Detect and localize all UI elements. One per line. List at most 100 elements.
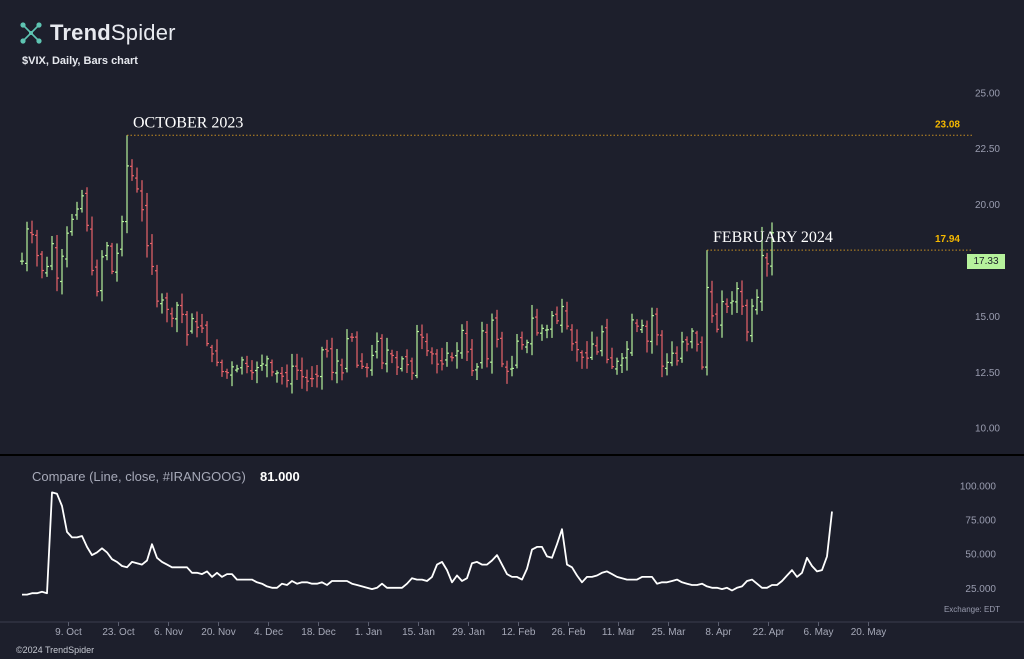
symbol-title: $VIX, Daily, Bars chart [22,55,138,67]
network-logo-icon [20,22,42,44]
logo-text-light: Spider [110,20,176,45]
ohlc-bar [555,306,559,325]
ohlc-bar [595,336,599,355]
indicator-value: 81.000 [260,469,300,484]
ohlc-bar [210,344,214,363]
ohlc-bar [520,331,524,350]
ohlc-bar [700,336,704,370]
ohlc-bar [215,339,219,367]
ohlc-bar [480,321,484,369]
ohlc-bar [470,339,474,376]
ohlc-bar [680,331,684,363]
ohlc-bar [125,135,129,234]
ohlc-bar [40,251,44,279]
ohlc-bar [405,349,409,374]
ohlc-bar [190,313,194,334]
ohlc-bar [505,360,509,384]
ohlc-bar [565,301,569,330]
ohlc-bar [230,361,234,387]
ohlc-bar [170,307,174,328]
ohlc-bar [100,250,104,302]
ohlc-bar [45,256,49,277]
ohlc-bar [135,167,139,193]
ohlc-bar [285,364,289,388]
ohlc-bar [450,352,454,362]
ohlc-bar [725,298,729,314]
indicator-tick-label: 50.000 [965,550,996,561]
ohlc-bar [30,220,34,244]
ohlc-bar [225,368,229,379]
ohlc-bar [550,311,554,338]
ohlc-bar [60,248,64,295]
ohlc-bar [85,187,89,232]
ohlc-bar [305,369,309,392]
y-tick-label: 25.00 [975,88,1000,99]
ohlc-bar [425,333,429,357]
ohlc-bar [745,299,749,342]
ohlc-bar [580,350,584,369]
ohlc-bar [620,353,624,374]
annotation-label: FEBRUARY 2024 [713,229,833,246]
ohlc-bar [220,359,224,377]
ohlc-bar [625,341,629,371]
ohlc-bar [705,250,709,376]
indicator-tick-label: 75.000 [965,516,996,527]
ohlc-bar [340,358,344,381]
ohlc-bar [500,331,504,368]
ohlc-bar [120,215,124,257]
x-tick-label: 25. Mar [652,627,687,638]
ohlc-bar [760,226,764,311]
ohlc-bars [20,135,774,394]
ohlc-bar [435,349,439,374]
x-tick-label: 23. Oct [102,627,134,638]
ohlc-bar [375,332,379,359]
ohlc-bar [250,360,254,380]
ohlc-bar [150,234,154,275]
ohlc-bar [575,329,579,362]
ohlc-bar [645,320,649,353]
ohlc-bar [295,353,299,381]
ohlc-bar [175,301,179,333]
ohlc-bar [385,337,389,373]
ohlc-bar [335,348,339,384]
ohlc-bar [180,293,184,324]
ohlc-bar [260,354,264,371]
x-tick-label: 29. Jan [452,627,485,638]
ohlc-bar [290,353,294,394]
x-tick-label: 8. Apr [705,627,732,638]
ohlc-bar [275,370,279,383]
ohlc-bar [755,289,759,315]
ohlc-bar [410,357,414,380]
ohlc-bar [160,293,164,314]
ohlc-bar [400,356,404,372]
ohlc-bar [330,337,334,381]
ohlc-bar [600,325,604,357]
ohlc-bar [615,357,619,375]
indicator-tick-label: 25.000 [965,584,996,595]
exchange-label: Exchange: EDT [943,605,1000,614]
ohlc-bar [655,307,659,346]
ohlc-bar [650,307,654,354]
ohlc-bar [50,236,54,271]
ohlc-bar [535,308,539,336]
indicator-line [22,491,833,596]
last-price-tag: 17.33 [967,254,1005,269]
ohlc-bar [660,330,664,378]
ohlc-bar [200,313,204,333]
ohlc-bar [530,304,534,356]
ohlc-bar [90,216,94,276]
ohlc-bar [345,329,349,373]
ohlc-bar [455,342,459,369]
ohlc-bar [665,353,669,376]
ohlc-bar [235,364,239,373]
ohlc-bar [110,242,114,275]
ohlc-bar [240,356,244,375]
ohlc-bar [370,344,374,376]
ohlc-bar [560,298,564,333]
ohlc-bar [510,355,514,377]
ohlc-bar [610,347,614,370]
x-tick-label: 9. Oct [55,627,82,638]
ohlc-bar [585,341,589,369]
x-tick-label: 18. Dec [301,627,335,638]
